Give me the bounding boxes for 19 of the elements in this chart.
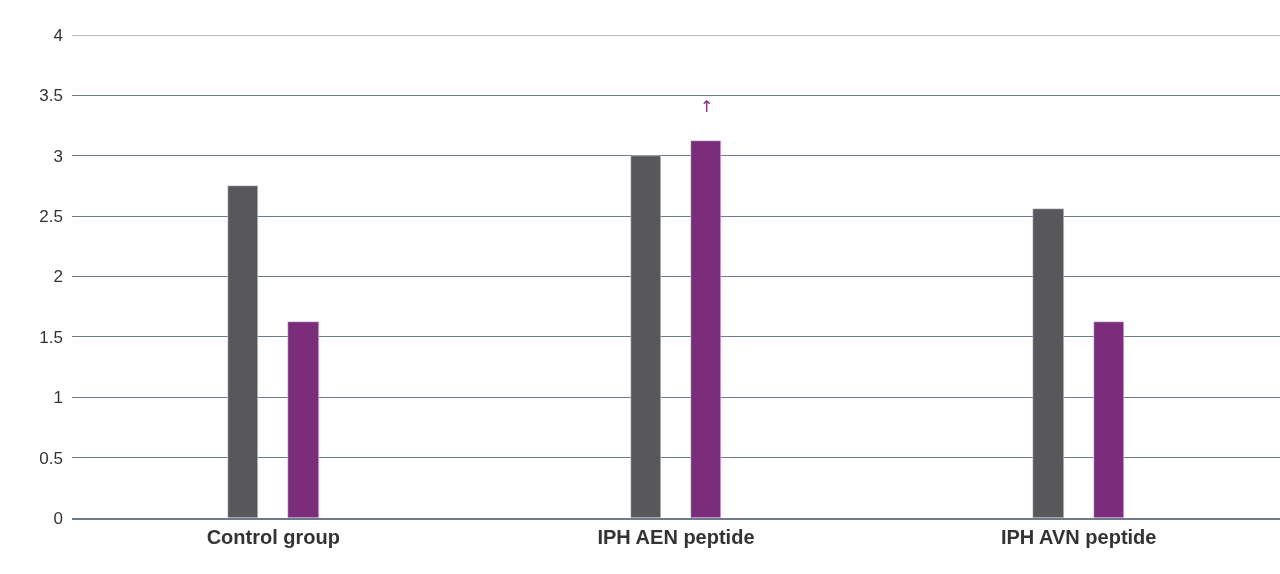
y-tick-label: 3.5 [39, 86, 63, 106]
y-tick-label: 0.5 [39, 448, 63, 468]
x-tick-label: Control group [206, 526, 340, 548]
x-tick-label: IPH AEN peptide [597, 526, 755, 548]
annotation: ↑ [700, 97, 714, 116]
y-tick-label: 4 [53, 25, 63, 45]
bar [227, 185, 258, 518]
bar [630, 155, 661, 518]
bar [1032, 208, 1064, 518]
y-tick-label: 3 [53, 146, 63, 166]
y-tick-label: 2 [53, 267, 63, 287]
bar [690, 140, 721, 518]
y-tick-label: 1 [53, 388, 63, 408]
bar [1093, 321, 1124, 518]
x-tick-label: IPH AVN peptide [1000, 526, 1157, 548]
y-tick-label: 1.5 [39, 327, 63, 347]
y-tick-label: 0 [53, 508, 63, 528]
bar [287, 321, 319, 518]
y-tick-label: 2.5 [39, 207, 63, 227]
